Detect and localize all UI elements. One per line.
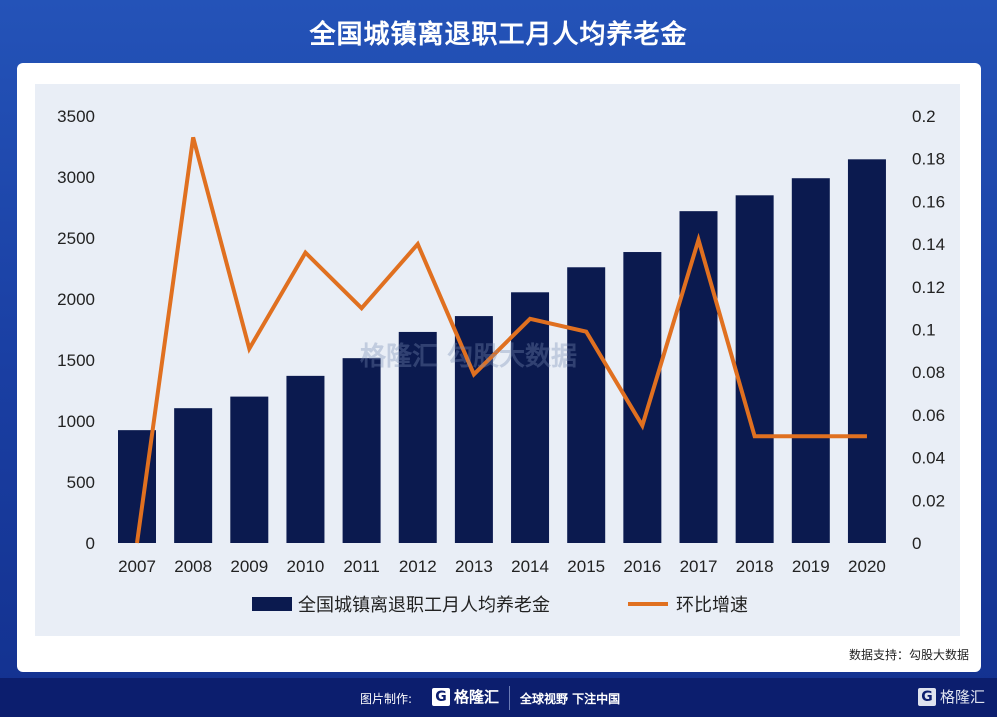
x-tick-label: 2014 [511, 557, 549, 576]
y-left-tick-label: 1000 [57, 412, 95, 431]
data-source: 数据支持：勾股大数据 [848, 648, 969, 662]
x-tick-label: 2007 [118, 557, 156, 576]
bar [847, 159, 886, 543]
legend-swatch-bar [252, 597, 292, 611]
x-tick-label: 2017 [680, 557, 718, 576]
right-logo: G 格隆汇 [917, 686, 985, 707]
y-right-tick-label: 0.14 [912, 235, 945, 254]
x-tick-label: 2010 [287, 557, 325, 576]
logo-text: 格隆汇 [939, 688, 985, 706]
x-tick-label: 2019 [792, 557, 830, 576]
bar [454, 316, 493, 543]
bar [623, 252, 662, 543]
y-right-tick-label: 0.06 [912, 406, 945, 425]
divider [509, 686, 510, 710]
y-left-tick-label: 1500 [57, 351, 95, 370]
x-tick-label: 2016 [623, 557, 661, 576]
y-right-tick-label: 0.08 [912, 363, 945, 382]
y-right-tick-label: 0 [912, 534, 921, 553]
y-left-tick-label: 3500 [57, 107, 95, 126]
y-left-tick-label: 0 [86, 534, 95, 553]
bar [342, 358, 381, 543]
y-right-tick-label: 0.1 [912, 321, 936, 340]
y-right-tick-label: 0.04 [912, 449, 945, 468]
y-left-tick-label: 2000 [57, 290, 95, 309]
bar [567, 267, 606, 543]
bar [679, 211, 718, 543]
bar [791, 178, 830, 543]
slogan: 全球视野 下注中国 [520, 692, 621, 706]
x-tick-label: 2011 [343, 557, 380, 576]
y-right-tick-label: 0.16 [912, 192, 945, 211]
logo-text: 格隆汇 [454, 688, 500, 706]
bar [286, 375, 325, 543]
y-left-tick-label: 3000 [57, 168, 95, 187]
x-tick-label: 2009 [230, 557, 268, 576]
x-tick-label: 2013 [455, 557, 493, 576]
g-logo-icon: G [917, 687, 936, 706]
legend-label-line: 环比增速 [676, 595, 748, 616]
bar [398, 331, 437, 543]
footer: 图片制作: G 格隆汇 全球视野 下注中国 G 格隆汇 [0, 678, 997, 717]
x-tick-label: 2012 [399, 557, 437, 576]
made-by-label: 图片制作: [360, 692, 413, 706]
bar [735, 195, 774, 544]
y-right-tick-label: 0.18 [912, 150, 945, 169]
page-title: 全国城镇离退职工月人均养老金 [309, 20, 688, 50]
bar [230, 396, 269, 543]
y-right-tick-label: 0.12 [912, 278, 945, 297]
y-left-tick-label: 2500 [57, 229, 95, 248]
y-left-tick-label: 500 [67, 473, 95, 492]
y-right-tick-label: 0.2 [912, 107, 936, 126]
y-right-tick-label: 0.02 [912, 491, 945, 510]
legend-label-bar: 全国城镇离退职工月人均养老金 [298, 595, 550, 616]
x-tick-label: 2020 [848, 557, 886, 576]
growth-line [135, 136, 867, 544]
x-tick-label: 2018 [736, 557, 774, 576]
x-tick-label: 2015 [567, 557, 605, 576]
bar [174, 408, 213, 543]
gelonghui-logo: G 格隆汇 [432, 686, 499, 707]
g-logo-icon: G [432, 687, 450, 706]
x-tick-label: 2008 [174, 557, 212, 576]
